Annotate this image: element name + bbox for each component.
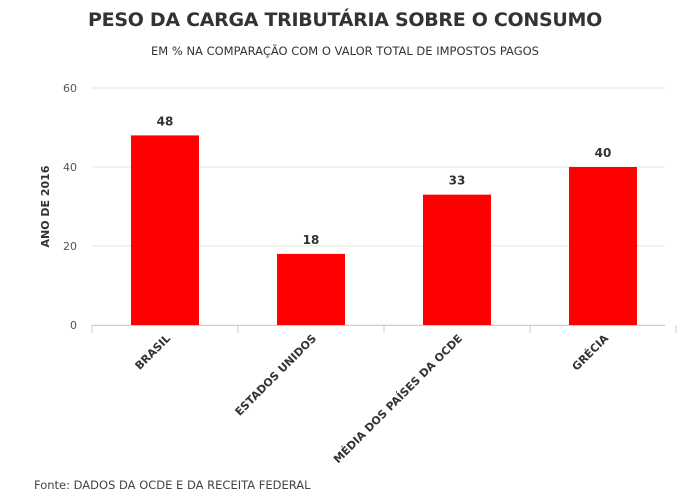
- data-label: 33: [449, 174, 466, 188]
- y-tick-label: 20: [63, 240, 77, 253]
- bar: [131, 135, 199, 325]
- bars: [131, 135, 637, 325]
- category-label: ESTADOS UNIDOS: [233, 332, 320, 419]
- category-label: GRÉCIA: [570, 332, 612, 374]
- bar: [277, 253, 345, 325]
- y-tick-label: 0: [70, 319, 77, 332]
- data-label: 48: [157, 114, 174, 128]
- data-label: 40: [595, 146, 612, 160]
- source-note: Fonte: DADOS DA OCDE E DA RECEITA FEDERA…: [34, 478, 311, 492]
- y-tick-label: 40: [63, 161, 77, 174]
- data-label: 18: [303, 233, 320, 247]
- bar: [569, 167, 637, 325]
- chart-title: PESO DA CARGA TRIBUTÁRIA SOBRE O CONSUMO: [88, 9, 602, 31]
- category-label: MÉDIA DOS PAÍSES DA OCDE: [331, 332, 465, 466]
- y-tick-label: 60: [63, 82, 77, 95]
- chart-subtitle: EM % NA COMPARAÇÃO COM O VALOR TOTAL DE …: [151, 44, 539, 58]
- category-label: BRASIL: [133, 332, 174, 373]
- bar: [423, 194, 491, 325]
- y-axis-title: ANO DE 2016: [39, 165, 52, 247]
